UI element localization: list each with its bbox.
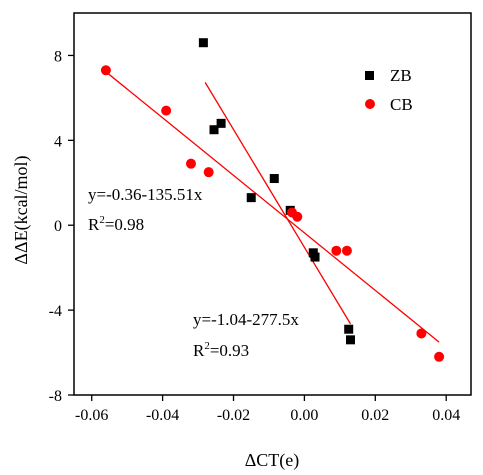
fit-line-cb	[105, 71, 440, 343]
y-tick-label: 8	[54, 48, 62, 65]
data-point-cb	[341, 245, 352, 256]
y-axis-title: ΔΔE(kcal/mol)	[11, 155, 32, 264]
data-point-cb	[331, 245, 342, 256]
data-point-zb	[310, 252, 320, 262]
zb-fit-equation: y=-1.04-277.5x	[193, 310, 299, 329]
cb-r2-superscript: 2	[99, 214, 105, 226]
data-point-zb	[344, 324, 354, 334]
x-tick-label: -0.04	[146, 407, 179, 424]
axis-ticks: -0.06 -0.04 -0.02 0.00 0.02 0.04 -8 -4 0 4 8	[49, 48, 461, 424]
data-point-zb	[269, 174, 279, 184]
x-axis-title: ΔCT(e)	[245, 450, 300, 471]
legend-label-cb: CB	[390, 95, 413, 114]
data-point-zb	[198, 38, 208, 48]
data-point-cb	[161, 105, 172, 116]
x-tick-label: -0.02	[217, 407, 250, 424]
x-tick-label: 0.00	[290, 407, 318, 424]
legend-label-zb: ZB	[390, 66, 412, 85]
data-point-zb	[216, 118, 226, 128]
y-tick-label: -4	[49, 303, 62, 320]
data-point-zb	[246, 193, 256, 203]
y-tick-label: 4	[54, 133, 62, 150]
y-tick-label: 0	[54, 218, 62, 235]
data-point-zb	[345, 335, 355, 345]
data-point-cb	[434, 351, 445, 362]
cb-fit-equation: y=-0.36-135.51x	[88, 185, 203, 204]
data-point-cb	[416, 328, 427, 339]
fit-line-zb	[204, 82, 352, 325]
data-points	[100, 38, 445, 362]
legend-marker-cb	[365, 99, 375, 109]
x-tick-label: -0.06	[75, 407, 108, 424]
x-tick-label: 0.02	[361, 407, 389, 424]
data-point-cb	[292, 211, 303, 222]
data-point-cb	[100, 65, 111, 76]
fit-lines	[105, 71, 440, 343]
zb-r2-superscript: 2	[204, 340, 210, 352]
legend-marker-zb	[365, 71, 374, 80]
plot-frame	[73, 12, 472, 396]
cb-fit-r-squared: R2=0.98	[88, 214, 144, 234]
data-point-cb	[203, 167, 214, 178]
x-tick-label: 0.04	[432, 407, 460, 424]
y-tick-label: -8	[49, 388, 62, 405]
legend: ZB CB	[365, 66, 413, 114]
data-point-zb	[209, 125, 219, 135]
zb-fit-r-squared: R2=0.93	[193, 340, 249, 360]
data-point-cb	[185, 158, 196, 169]
